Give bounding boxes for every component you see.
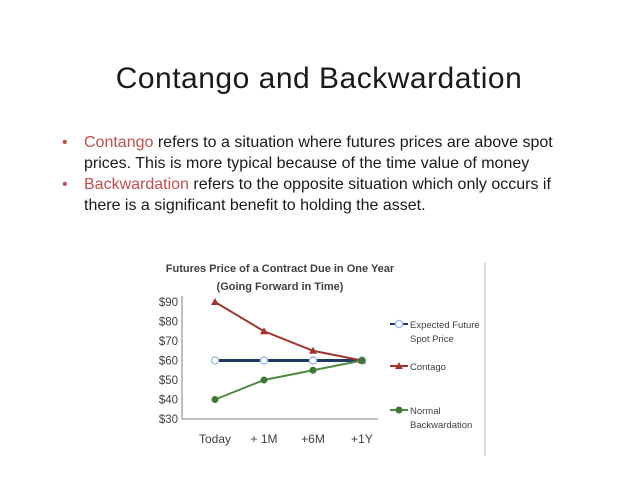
term-contango: Contango <box>84 134 154 151</box>
bullet-text: refers to a situation where futures pric… <box>84 134 553 172</box>
series-marker <box>309 366 317 374</box>
bullet-dot: • <box>62 134 68 151</box>
series-marker <box>358 357 366 364</box>
legend-label: Spot Price <box>410 334 454 345</box>
bullet-item-backwardation: • Backwardation refers to the opposite s… <box>62 174 582 216</box>
x-tick-label: +6M <box>301 432 325 446</box>
bullet-item-contango: • Contango refers to a situation where f… <box>62 132 582 174</box>
chart-title: Futures Price of a Contract Due in One Y… <box>166 263 395 275</box>
series-line <box>214 301 363 362</box>
series-marker <box>308 356 318 365</box>
y-tick-label: $90 <box>159 297 178 309</box>
series-marker <box>260 376 268 384</box>
legend-swatch-marker <box>395 406 403 414</box>
legend-label: Normal <box>410 406 441 417</box>
slide-title: Contango and Backwardation <box>115 62 523 95</box>
legend-label: Contago <box>410 362 446 373</box>
chart-subtitle: (Going Forward in Time) <box>217 281 344 293</box>
series-marker <box>259 356 269 365</box>
series-marker <box>210 356 220 365</box>
legend-label: Expected Future <box>410 320 480 331</box>
y-tick-label: $60 <box>159 356 178 368</box>
x-tick-label: +1Y <box>351 432 373 446</box>
chart: Futures Price of a Contract Due in One Y… <box>140 258 490 458</box>
x-tick-label: + 1M <box>250 432 277 446</box>
futures-price-chart: Futures Price of a Contract Due in One Y… <box>159 262 486 456</box>
legend-swatch-marker <box>394 319 404 329</box>
bullet-text: refers to the opposite situation which o… <box>84 176 551 214</box>
legend-swatch-marker <box>395 362 403 369</box>
y-tick-label: $80 <box>159 317 178 329</box>
legend-label: Backwardation <box>410 420 472 431</box>
series-marker <box>260 327 268 335</box>
series-line <box>214 359 363 401</box>
term-backwardation: Backwardation <box>84 176 189 193</box>
bullet-list: • Contango refers to a situation where f… <box>62 132 582 216</box>
y-tick-label: $50 <box>159 375 178 387</box>
y-tick-label: $70 <box>159 336 178 348</box>
series-marker <box>309 346 317 354</box>
y-tick-label: $30 <box>159 414 178 426</box>
y-tick-label: $40 <box>159 395 178 407</box>
series-marker <box>211 396 219 403</box>
series-marker <box>211 298 219 305</box>
bullet-dot: • <box>62 176 68 193</box>
x-tick-label: Today <box>199 432 231 446</box>
